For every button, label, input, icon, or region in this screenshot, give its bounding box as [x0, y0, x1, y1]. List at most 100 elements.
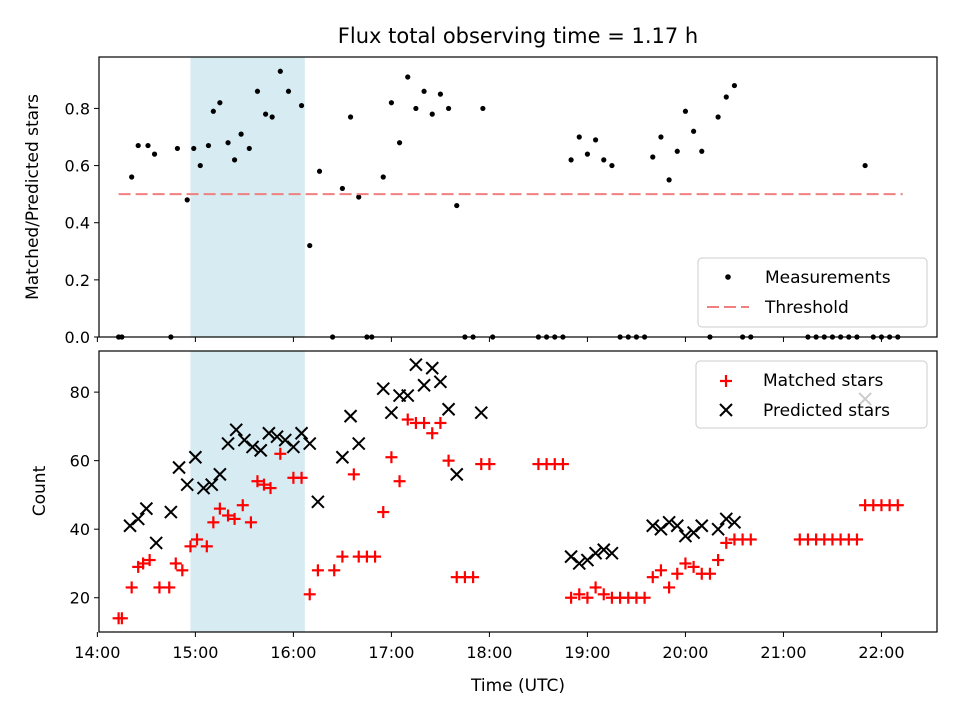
predicted-stars-point [588, 546, 603, 560]
matched-stars-point [712, 554, 725, 567]
measurement-point [184, 197, 190, 203]
top-axes-frame [98, 56, 938, 338]
matched-stars-point [264, 482, 277, 495]
predicted-stars-point [270, 429, 284, 444]
measurement-point [592, 137, 599, 143]
measurement-point [298, 102, 305, 109]
matched-stars-point [257, 478, 270, 491]
predicted-stars-point [670, 519, 684, 533]
predicted-stars-point [139, 501, 154, 516]
measurement-point [174, 145, 181, 152]
matched-stars-point [115, 612, 128, 625]
y-tick-label: 20 [70, 589, 90, 608]
matched-stars-point [703, 567, 716, 580]
measurement-point [480, 105, 486, 112]
measurement-point [650, 154, 656, 160]
matched-stars-point [671, 567, 684, 580]
measurement-point [584, 151, 591, 157]
matched-stars-point [295, 471, 308, 484]
matched-stars-point [274, 447, 287, 460]
bottom-legend: Matched stars Predicted stars [695, 360, 928, 429]
measurement-point [691, 128, 697, 134]
matched-stars-point [184, 540, 197, 553]
predicted-stars-point [572, 556, 586, 571]
matched-stars-point [222, 509, 235, 522]
measurement-point [609, 162, 615, 169]
matched-stars-point [228, 512, 241, 525]
matched-stars-point [207, 516, 220, 529]
measurement-point [285, 88, 292, 94]
top-marks [116, 68, 901, 340]
y-tick-label: 80 [70, 383, 90, 402]
measurement-point [316, 168, 323, 174]
matched-stars-point [125, 581, 138, 594]
matched-stars-point [176, 564, 189, 577]
matched-stars-point [393, 475, 406, 488]
matched-stars-point [565, 591, 578, 604]
x-tick-label: 15:00 [172, 643, 218, 662]
bottom-marks [112, 358, 904, 625]
bottom-shaded-span [190, 351, 305, 632]
matched-stars-point [556, 458, 569, 471]
matched-stars-point [137, 557, 150, 570]
predicted-stars-point [229, 423, 243, 437]
measurement-point [601, 157, 607, 163]
predicted-stars-point [646, 519, 660, 533]
top-legend: Measurements Threshold [697, 257, 928, 328]
predicted-stars-point [262, 426, 276, 440]
matched-stars-point [483, 458, 496, 471]
measurement-point [658, 134, 664, 140]
y-tick-label: 0.4 [65, 214, 90, 233]
matched-stars-point [311, 564, 324, 577]
predicted-stars-point [433, 375, 448, 389]
measurement-point [715, 114, 721, 120]
predicted-stars-point [352, 436, 366, 451]
y-tick-label: 0.6 [65, 157, 90, 176]
measurement-point [421, 88, 427, 94]
predicted-stars-point [221, 436, 235, 451]
measurement-point [429, 111, 435, 117]
measurement-point [666, 177, 672, 183]
measurement-point [238, 131, 244, 137]
measurement-point [437, 91, 444, 97]
predicted-stars-point [425, 361, 439, 375]
measurement-point [191, 145, 197, 152]
predicted-stars-point [303, 436, 317, 451]
predicted-stars-point [205, 477, 219, 492]
legend-predicted-label: Predicted stars [763, 401, 890, 421]
measurement-point [217, 100, 223, 106]
measurement-point [225, 140, 231, 146]
y-tick-label: 0.0 [65, 328, 90, 347]
measurement-point [682, 108, 689, 114]
measurement-point [576, 134, 582, 140]
measurement-point [269, 114, 275, 120]
predicted-stars-point [597, 543, 611, 557]
matched-stars-point [646, 571, 659, 584]
matched-stars-point [191, 533, 204, 546]
predicted-stars-point [678, 529, 693, 543]
matched-stars-point [347, 468, 360, 481]
measurement-point [405, 74, 411, 80]
matched-stars-point [850, 533, 863, 546]
predicted-stars-point [335, 450, 350, 464]
x-tick-label: 17:00 [368, 643, 414, 662]
matched-stars-point [679, 557, 692, 570]
bottom-y-ticks: 20 40 60 80 [70, 383, 99, 608]
legend-predicted-marker [719, 403, 733, 417]
predicted-stars-point [294, 426, 309, 440]
predicted-stars-point [131, 512, 145, 526]
bottom-legend-box [695, 360, 928, 429]
matched-stars-point [654, 564, 667, 577]
predicted-stars-point [376, 381, 390, 396]
matched-stars-point [244, 516, 257, 529]
chart-title: Flux total observing time = 1.17 h [338, 24, 698, 48]
matched-stars-point [236, 499, 249, 512]
matched-stars-point [385, 451, 398, 464]
matched-stars-point [467, 571, 480, 584]
y-tick-label: 0.8 [65, 99, 90, 118]
predicted-stars-point [450, 467, 464, 482]
x-tick-label: 22:00 [858, 643, 904, 662]
y-tick-label: 40 [70, 520, 90, 539]
measurement-point [699, 148, 705, 154]
